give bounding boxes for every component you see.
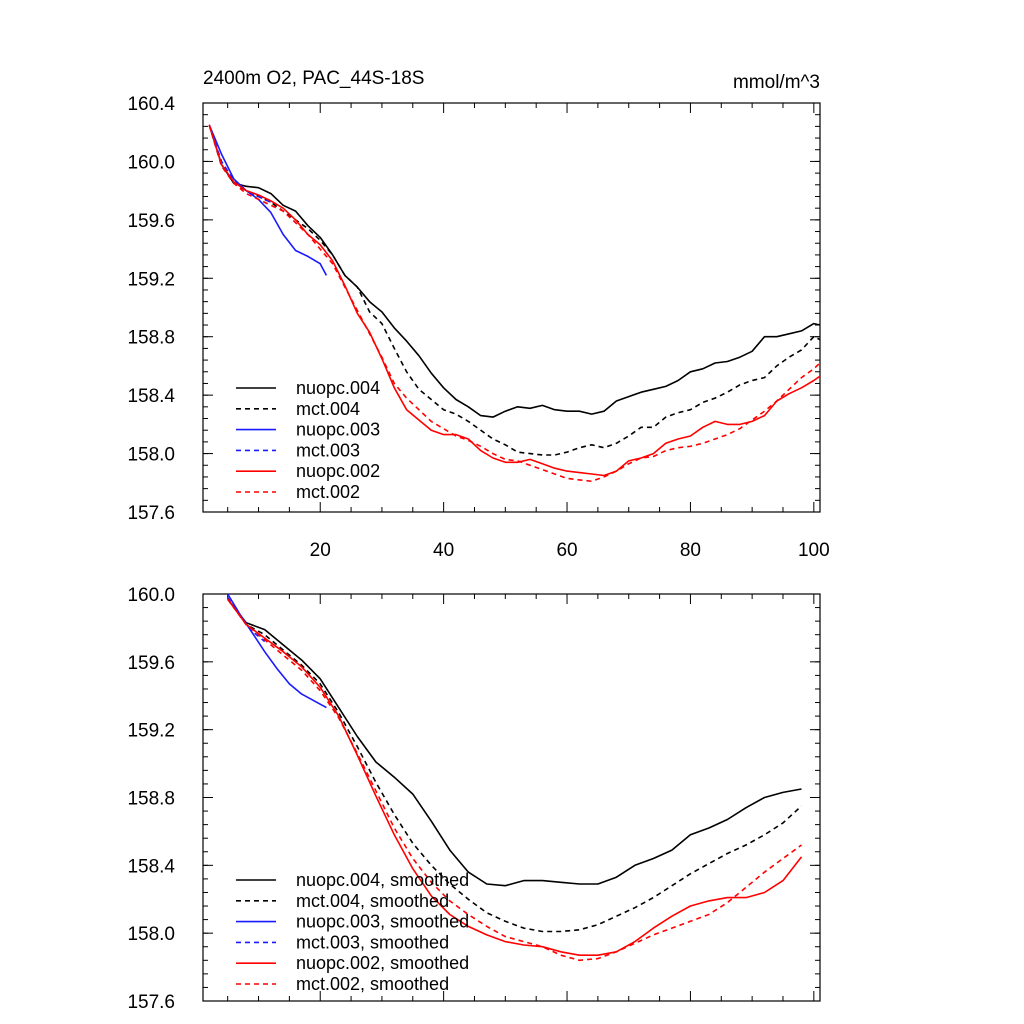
series-line-mct-004-smoothed — [227, 598, 803, 933]
legend-label: mct.004, smoothed — [296, 891, 449, 911]
y-tick-label: 158.8 — [127, 328, 175, 349]
chart-title: 2400m O2, PAC_44S-18S — [203, 68, 424, 89]
bottom-panel: 157.6 158.0 158.4 158.8 159.2 159.6 160.0 nuopc… — [127, 585, 821, 1013]
series-line-mct-003 — [208, 124, 272, 204]
legend-label: mct.004 — [296, 399, 360, 419]
y-tick-label: 158.8 — [127, 789, 175, 810]
legend-label: mct.003 — [296, 440, 360, 460]
legend-label: nuopc.003, smoothed — [296, 912, 469, 932]
series-line-mct-002-smoothed — [227, 598, 802, 962]
x-tick-label: 100 — [798, 540, 830, 561]
y-tick-label: 158.4 — [127, 856, 175, 877]
y-tick-label: 159.6 — [127, 653, 175, 674]
legend-label: nuopc.004 — [296, 378, 380, 398]
units-label: mmol/m^3 — [733, 72, 820, 93]
x-tick-label: 80 — [680, 540, 701, 561]
legend-label: mct.002 — [296, 482, 360, 502]
legend-label: nuopc.004, smoothed — [296, 870, 469, 890]
legend-label: nuopc.002 — [296, 461, 380, 481]
series-line-nuopc-002-smoothed — [227, 598, 803, 957]
y-tick-label: 158.4 — [127, 386, 175, 407]
top-panel: 157.6 158.0 158.4 158.8 159.2 159.6 160.0 160.4… — [127, 94, 829, 561]
x-tick-label: 60 — [556, 540, 577, 561]
y-tick-label: 160.0 — [127, 585, 175, 606]
y-tick-label: 160.4 — [127, 94, 175, 115]
series-line-nuopc-003 — [208, 124, 328, 276]
series-line-nuopc-003-smoothed — [227, 593, 327, 709]
y-tick-label: 159.2 — [127, 721, 175, 742]
y-tick-label: 158.0 — [127, 445, 175, 466]
legend-label: mct.002, smoothed — [296, 974, 449, 994]
series-line-mct-002 — [208, 124, 821, 483]
x-tick-label: 20 — [310, 540, 331, 561]
plot-frame — [202, 102, 821, 513]
series-line-nuopc-002 — [208, 124, 821, 477]
y-tick-label: 159.6 — [127, 211, 175, 232]
y-tick-label: 158.0 — [127, 924, 175, 945]
legend-label: nuopc.003 — [296, 420, 380, 440]
series-line-nuopc-004-smoothed — [227, 598, 802, 887]
y-tick-label: 157.6 — [127, 503, 175, 524]
x-tick-label: 40 — [433, 540, 454, 561]
series-line-mct-004 — [208, 124, 821, 456]
y-tick-label: 159.2 — [127, 269, 175, 290]
y-tick-label: 157.6 — [127, 992, 175, 1013]
series-line-nuopc-004 — [208, 124, 821, 418]
y-tick-label: 160.0 — [127, 152, 175, 173]
legend-label: nuopc.002, smoothed — [296, 953, 469, 973]
legend-label: mct.003, smoothed — [296, 932, 449, 952]
